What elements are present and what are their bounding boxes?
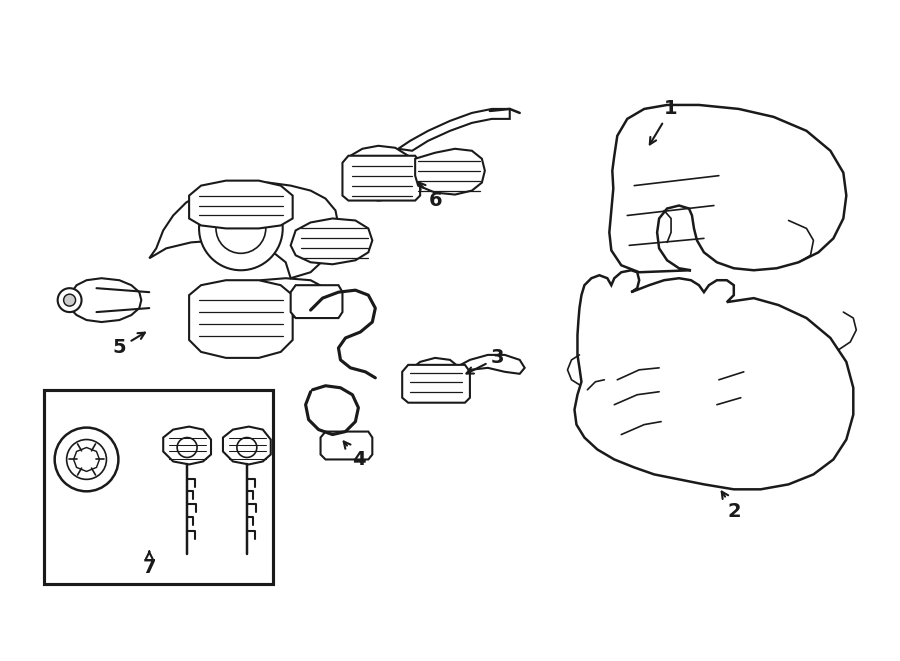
Text: 2: 2 bbox=[722, 492, 742, 521]
Polygon shape bbox=[163, 426, 211, 465]
Polygon shape bbox=[574, 270, 853, 489]
Bar bbox=[44, 390, 273, 584]
Polygon shape bbox=[398, 109, 509, 151]
Polygon shape bbox=[74, 447, 100, 471]
Polygon shape bbox=[69, 278, 141, 322]
Polygon shape bbox=[246, 278, 330, 318]
Text: 5: 5 bbox=[112, 332, 145, 358]
Polygon shape bbox=[320, 432, 373, 459]
Polygon shape bbox=[291, 219, 373, 264]
Polygon shape bbox=[609, 105, 846, 272]
Text: 3: 3 bbox=[466, 348, 505, 373]
Polygon shape bbox=[189, 280, 292, 358]
Text: 4: 4 bbox=[344, 442, 365, 469]
Polygon shape bbox=[346, 146, 415, 200]
Circle shape bbox=[67, 440, 106, 479]
Polygon shape bbox=[291, 285, 343, 318]
Circle shape bbox=[58, 288, 82, 312]
Polygon shape bbox=[149, 182, 338, 278]
Circle shape bbox=[64, 294, 76, 306]
Polygon shape bbox=[402, 365, 470, 403]
Polygon shape bbox=[189, 180, 292, 229]
Circle shape bbox=[199, 186, 283, 270]
Circle shape bbox=[55, 428, 119, 491]
Text: 6: 6 bbox=[418, 182, 442, 210]
Text: 7: 7 bbox=[142, 551, 156, 576]
Circle shape bbox=[177, 438, 197, 457]
Polygon shape bbox=[455, 355, 525, 376]
Polygon shape bbox=[409, 358, 465, 402]
Polygon shape bbox=[415, 149, 485, 194]
Circle shape bbox=[216, 204, 266, 253]
Polygon shape bbox=[223, 426, 271, 465]
Circle shape bbox=[237, 438, 256, 457]
Text: 1: 1 bbox=[650, 99, 678, 144]
Polygon shape bbox=[343, 156, 420, 200]
